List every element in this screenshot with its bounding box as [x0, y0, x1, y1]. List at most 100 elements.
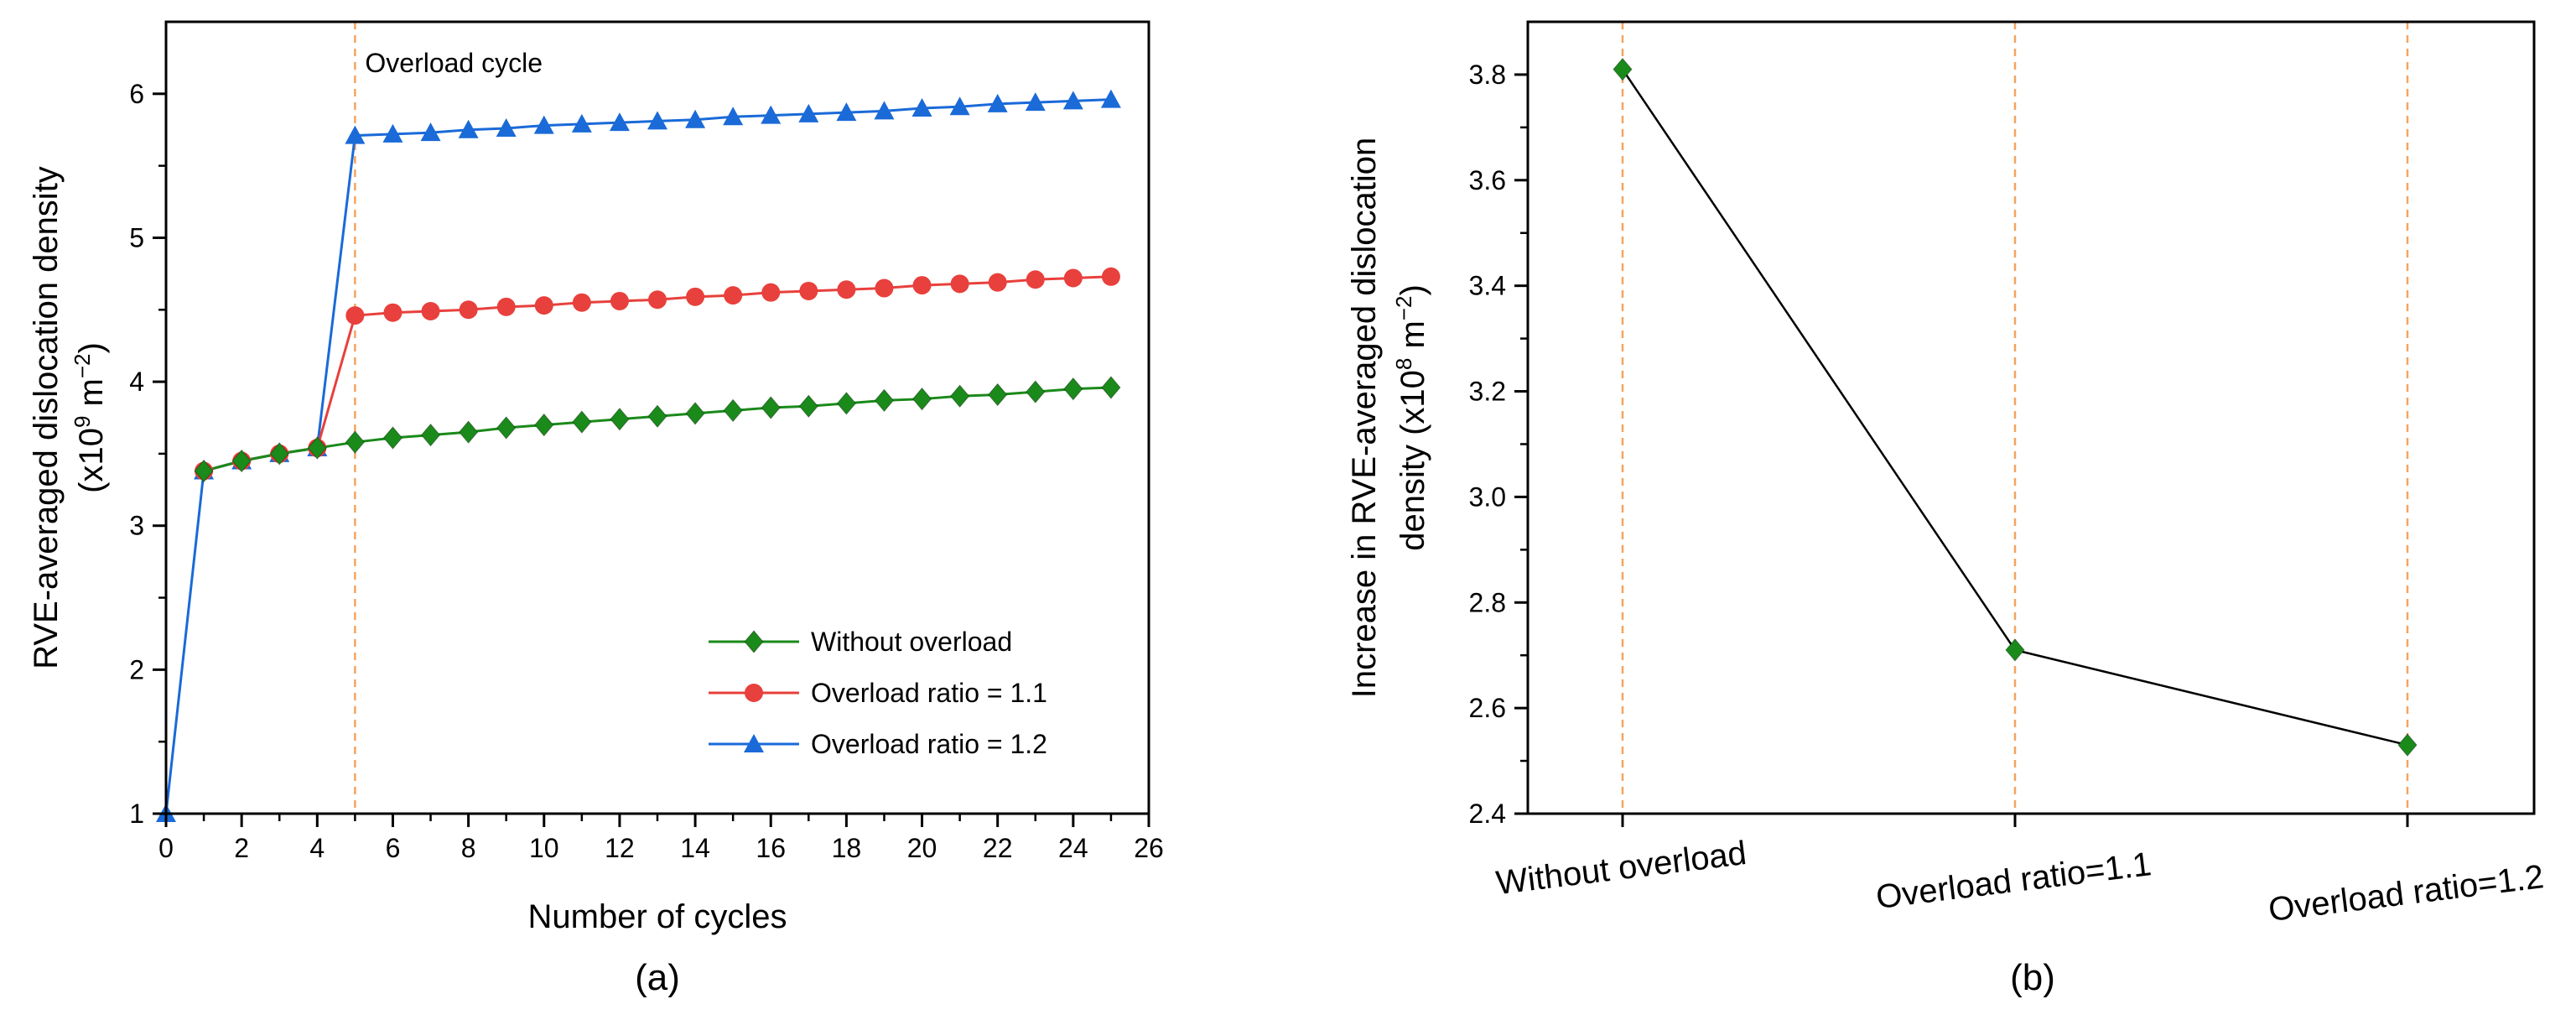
panel-b: Without overload Overload ratio=1.1 Overlo…	[1346, 20, 2546, 998]
data-point	[836, 102, 857, 122]
data-point	[1100, 89, 1121, 108]
data-point	[836, 392, 857, 415]
x-category-label: Overload ratio=1.1	[1874, 846, 2153, 916]
data-point	[723, 398, 743, 423]
x-tick-label: 18	[832, 833, 862, 863]
data-point	[383, 303, 402, 322]
data-point	[2397, 733, 2418, 757]
panel-b-y-axis-title: Increase in RVE-averaged dislocation	[1346, 138, 1383, 699]
y-tick-label: 3.8	[1469, 60, 1506, 90]
data-point	[610, 407, 630, 431]
y-tick-label: 3.2	[1469, 377, 1506, 407]
y-tick-label: 3.0	[1469, 481, 1506, 512]
y-tick-label: 5	[129, 222, 144, 252]
panel-a-y-axis-title: RVE-averaged dislocation density	[28, 166, 65, 669]
series-line	[203, 386, 1111, 472]
data-point	[458, 420, 479, 444]
data-point	[647, 404, 667, 429]
y-tick-label: 1	[129, 799, 144, 829]
data-point	[382, 123, 403, 143]
unit-prefix: (x10	[73, 428, 110, 493]
x-tick-label: 10	[529, 833, 559, 863]
data-point	[496, 416, 517, 440]
data-point	[609, 112, 630, 132]
x-tick-label: 2	[234, 833, 249, 863]
panel-b-x-axis: Without overload Overload ratio=1.1 Overlo…	[1494, 814, 2546, 929]
panel-b-label: (b)	[2010, 957, 2055, 998]
y-tick-label: 2	[129, 654, 144, 684]
data-point	[534, 413, 554, 437]
legend-label: Overload ratio = 1.1	[811, 678, 1047, 708]
data-point	[724, 286, 743, 305]
data-point	[269, 442, 289, 466]
panel-a-x-axis-title: Number of cycles	[528, 898, 787, 935]
x-category-label: Without overload	[1494, 835, 1748, 902]
data-point	[194, 459, 214, 483]
data-point	[686, 287, 705, 306]
data-point	[761, 396, 781, 419]
data-point	[837, 280, 856, 299]
data-point	[647, 111, 667, 130]
panel-a-grid-annotation: Overload cycle	[354, 22, 543, 814]
y-tick-label: 3.6	[1469, 165, 1506, 195]
legend-marker	[745, 684, 763, 702]
y-tick-label: 3.4	[1469, 271, 1506, 301]
data-point	[1062, 91, 1083, 110]
legend-marker	[744, 734, 764, 752]
y-tick-label: 4	[129, 367, 144, 397]
data-point	[458, 119, 479, 138]
data-point	[496, 297, 516, 316]
data-point	[988, 273, 1007, 292]
data-point	[459, 300, 478, 320]
legend-label: Without overload	[811, 627, 1012, 657]
data-point	[723, 107, 744, 126]
x-tick-label: 14	[680, 833, 710, 863]
unit-mid: m	[1394, 320, 1431, 357]
panel-a: Overload cycle 0 2 4 6 8 10 12 14 16 18 20 22 24 26 1…	[28, 20, 1164, 998]
data-point	[533, 115, 554, 134]
data-point	[345, 430, 366, 454]
data-point	[1026, 270, 1045, 289]
data-point	[911, 387, 932, 411]
data-point	[420, 423, 441, 447]
data-point	[799, 281, 818, 300]
x-tick-label: 16	[756, 833, 786, 863]
unit-suffix: )	[73, 342, 110, 353]
data-point	[875, 278, 894, 298]
panel-b-plot-frame	[1526, 20, 2536, 815]
overload-cycle-annotation: Overload cycle	[365, 48, 543, 78]
unit-suffix: )	[1394, 284, 1431, 295]
unit-prefix: density (x10	[1394, 370, 1431, 551]
data-point	[1101, 376, 1121, 399]
unit-exponent: 9	[70, 416, 95, 428]
panel-a-label: (a)	[635, 957, 680, 998]
data-point	[1063, 377, 1083, 401]
data-point	[648, 290, 667, 310]
data-point	[798, 103, 819, 122]
data-point	[685, 109, 706, 128]
data-point	[2005, 638, 2025, 662]
x-tick-label: 8	[461, 833, 476, 863]
y-tick-label: 2.8	[1469, 587, 1506, 617]
x-tick-label: 20	[907, 833, 937, 863]
x-tick-label: 12	[605, 833, 635, 863]
data-point	[949, 96, 970, 116]
data-point	[988, 382, 1008, 407]
data-point	[1101, 267, 1120, 286]
y-tick-label: 6	[129, 79, 144, 109]
panel-b-series	[1613, 57, 2418, 757]
data-point	[1025, 92, 1046, 112]
panel-a-legend: Without overload Overload ratio = 1.1 Over…	[709, 627, 1047, 759]
unit-exponent: 8	[1391, 358, 1416, 370]
data-point	[1026, 380, 1046, 403]
panel-a-y-axis-unit: (x109 m−2)	[70, 342, 110, 493]
x-tick-label: 26	[1134, 833, 1164, 863]
data-point	[610, 291, 629, 310]
panel-b-category-guides	[1621, 22, 2409, 814]
data-point	[345, 125, 366, 144]
data-point	[496, 118, 517, 138]
data-point	[685, 402, 705, 425]
y-tick-label: 2.4	[1469, 799, 1506, 829]
series-line	[164, 98, 1111, 814]
data-point	[572, 293, 591, 312]
